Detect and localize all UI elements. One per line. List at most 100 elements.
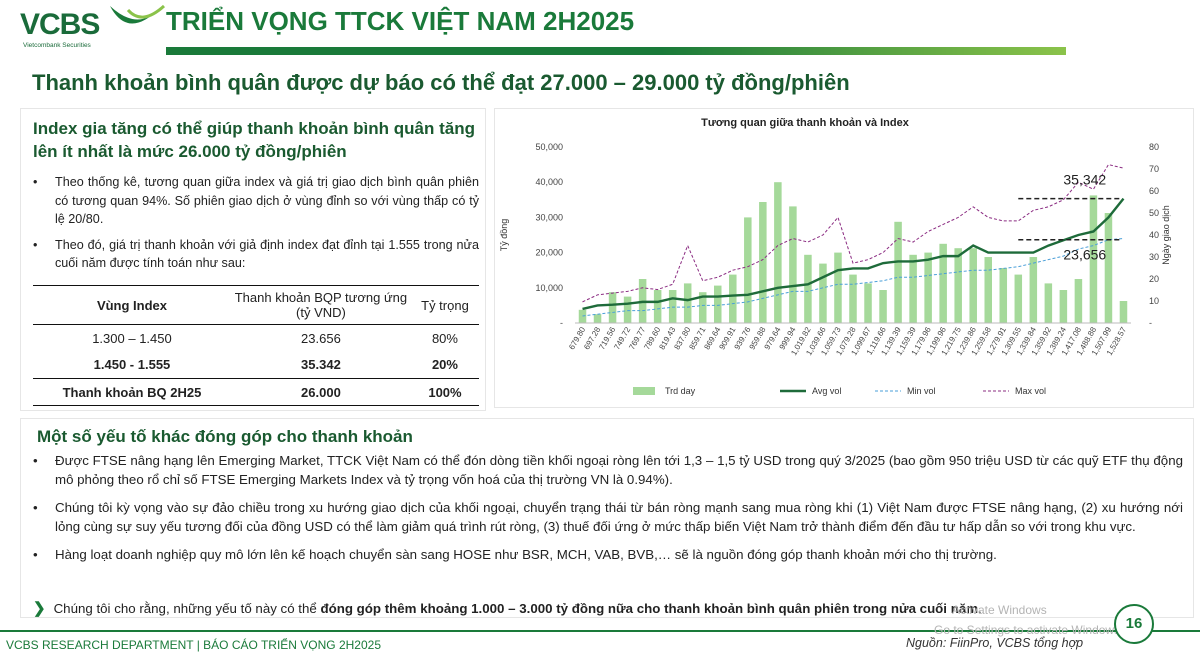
logo-text: VCBS (20, 8, 100, 41)
index-liquidity-panel: Index gia tăng có thể giúp thanh khoản b… (20, 108, 486, 411)
annotation-high: 35,342 (1063, 172, 1106, 188)
y-left-tick-label: 50,000 (535, 142, 563, 152)
chart-bar (1014, 274, 1023, 323)
column-header: Tỷ trọng (410, 285, 479, 325)
bullet-item: Theo thống kê, tương quan giữa index và … (33, 173, 479, 229)
series-line-avg-vol (582, 197, 1125, 311)
chart-bar (593, 314, 602, 323)
y-right-tick-label: 50 (1149, 208, 1159, 218)
table-cell: 26.000 (230, 378, 411, 406)
chart-bar (1089, 195, 1098, 323)
page-number: 16 (1114, 604, 1154, 644)
source-note: Nguồn: FiinPro, VCBS tổng hợp (906, 636, 1084, 650)
chart-bar (714, 285, 722, 323)
chart-bar (1119, 301, 1128, 323)
bullet-item: Được FTSE nâng hạng lên Emerging Market,… (33, 451, 1183, 489)
slide-header: VCBS Vietcombank Securities TRIỂN VỌNG T… (0, 0, 1200, 62)
legend-label: Max vol (1015, 386, 1046, 396)
chart-bar (578, 309, 587, 323)
chart-bar (879, 290, 887, 323)
table-row: 1.450 - 1.555 35.342 20% (33, 352, 479, 379)
bullet-item: Chúng tôi kỳ vọng vào sự đảo chiều trong… (33, 498, 1183, 536)
y-right-tick-label: 30 (1149, 252, 1159, 262)
chart-bar (608, 292, 617, 323)
table-cell: 1.300 – 1.450 (92, 330, 172, 346)
watermark-line: Activate Windows (952, 603, 1047, 617)
chart-bar (1029, 257, 1038, 323)
page-title: TRIỂN VỌNG TTCK VIỆT NAM 2H2025 (166, 6, 635, 36)
y-left-tick-label: 30,000 (535, 212, 563, 222)
conclusion-highlight: đóng góp thêm khoảng 1.000 – 3.000 tỷ đồ… (320, 601, 979, 616)
y-right-tick-label: 10 (1149, 296, 1159, 306)
chart-bar (909, 254, 917, 323)
chart-bar (729, 274, 737, 323)
chevron-right-icon: ❯ (33, 600, 46, 617)
y-right-tick-label: 40 (1149, 230, 1159, 240)
chart-title: Tương quan giữa thanh khoản và Index (701, 117, 909, 129)
table-header-row: Vùng Index Thanh khoản BQP tương ứng (tỷ… (33, 285, 479, 325)
chart-bar (864, 283, 872, 323)
conclusion-text: Chúng tôi cho rằng, những yếu tố này có … (53, 601, 321, 616)
table-cell: 80% (431, 330, 458, 346)
footer-department: VCBS RESEARCH DEPARTMENT | BÁO CÁO TRIỂN… (6, 638, 381, 652)
y-left-axis-title: Tỷ đồng (499, 219, 509, 252)
watermark-line: Go to Settings to activate Windows. (934, 623, 1124, 637)
chart-bar (1104, 213, 1113, 323)
chart-bar (759, 202, 767, 323)
chart-bar (623, 296, 632, 323)
series-line-max-vol (582, 164, 1124, 303)
chart-bar (774, 182, 782, 323)
panel-title: Một số yếu tố khác đóng góp cho thanh kh… (37, 427, 413, 446)
chart-bar (894, 221, 902, 323)
chart-bar (939, 243, 947, 323)
slide-subtitle: Thanh khoản bình quân được dự báo có thể… (32, 70, 850, 95)
chart-bar (954, 248, 962, 323)
y-right-tick-label: - (1149, 318, 1152, 328)
chart-bar (683, 283, 692, 323)
y-right-tick-label: 80 (1149, 142, 1159, 152)
table-cell: 23.656 (301, 330, 341, 346)
chart-bar (698, 292, 707, 323)
chart-bar (849, 274, 857, 323)
bullet-list: Được FTSE nâng hạng lên Emerging Market,… (33, 451, 1183, 573)
chart-bar (834, 252, 842, 323)
vcbs-logo: VCBS Vietcombank Securities (20, 4, 166, 52)
liquidity-index-chart-panel: Tương quan giữa thanh khoản và Index - 10… (494, 108, 1194, 408)
chart-bar (1059, 290, 1068, 323)
y-right-tick-label: 60 (1149, 186, 1159, 196)
chart-bar (984, 257, 992, 323)
y-left-tick-label: 20,000 (535, 248, 563, 258)
table-total-row: Thanh khoản BQ 2H25 26.000 100% (33, 378, 479, 406)
table-cell: 100% (410, 378, 479, 406)
footer-rule (0, 630, 1200, 632)
legend-label: Trd day (665, 386, 696, 396)
liquidity-index-chart: - 10,000 20,000 30,000 40,000 50,000 - 10 20 30 40… (499, 142, 1171, 396)
legend-label: Min vol (907, 386, 936, 396)
chart-bar (653, 290, 662, 323)
chart-bar (1074, 279, 1083, 323)
table-row: 1.300 – 1.450 23.656 80% (33, 325, 479, 352)
chart-bar (969, 248, 977, 323)
chart-bar (819, 263, 827, 323)
other-factors-panel: Một số yếu tố khác đóng góp cho thanh kh… (20, 418, 1194, 618)
y-right-axis-title: Ngày giao dịch (1161, 205, 1171, 265)
logo-subtext: Vietcombank Securities (23, 42, 91, 49)
conclusion-end: . (978, 601, 982, 616)
header-rule (166, 47, 1066, 55)
chart-bar (789, 206, 797, 323)
conclusion: ❯ Chúng tôi cho rằng, những yếu tố này có… (33, 599, 982, 617)
table-cell: 35.342 (301, 357, 341, 373)
y-right-tick-label: 20 (1149, 274, 1159, 284)
bullet-item: Theo đó, giá trị thanh khoản với giả địn… (33, 236, 479, 273)
y-left-tick-label: - (560, 318, 563, 328)
y-right-tick-label: 70 (1149, 164, 1159, 174)
chart-bar (744, 217, 752, 323)
series-line-min-vol (582, 238, 1124, 317)
bullet-list: Theo thống kê, tương quan giữa index và … (33, 173, 479, 280)
chart-bar (999, 268, 1008, 323)
chart-bar (1044, 283, 1053, 323)
activation-watermark: Activate Windows Go to Settings to activ… (934, 600, 1123, 640)
y-left-tick-label: 10,000 (535, 283, 563, 293)
legend-label: Avg vol (812, 386, 841, 396)
table-cell: Thanh khoản BQ 2H25 (33, 378, 231, 406)
